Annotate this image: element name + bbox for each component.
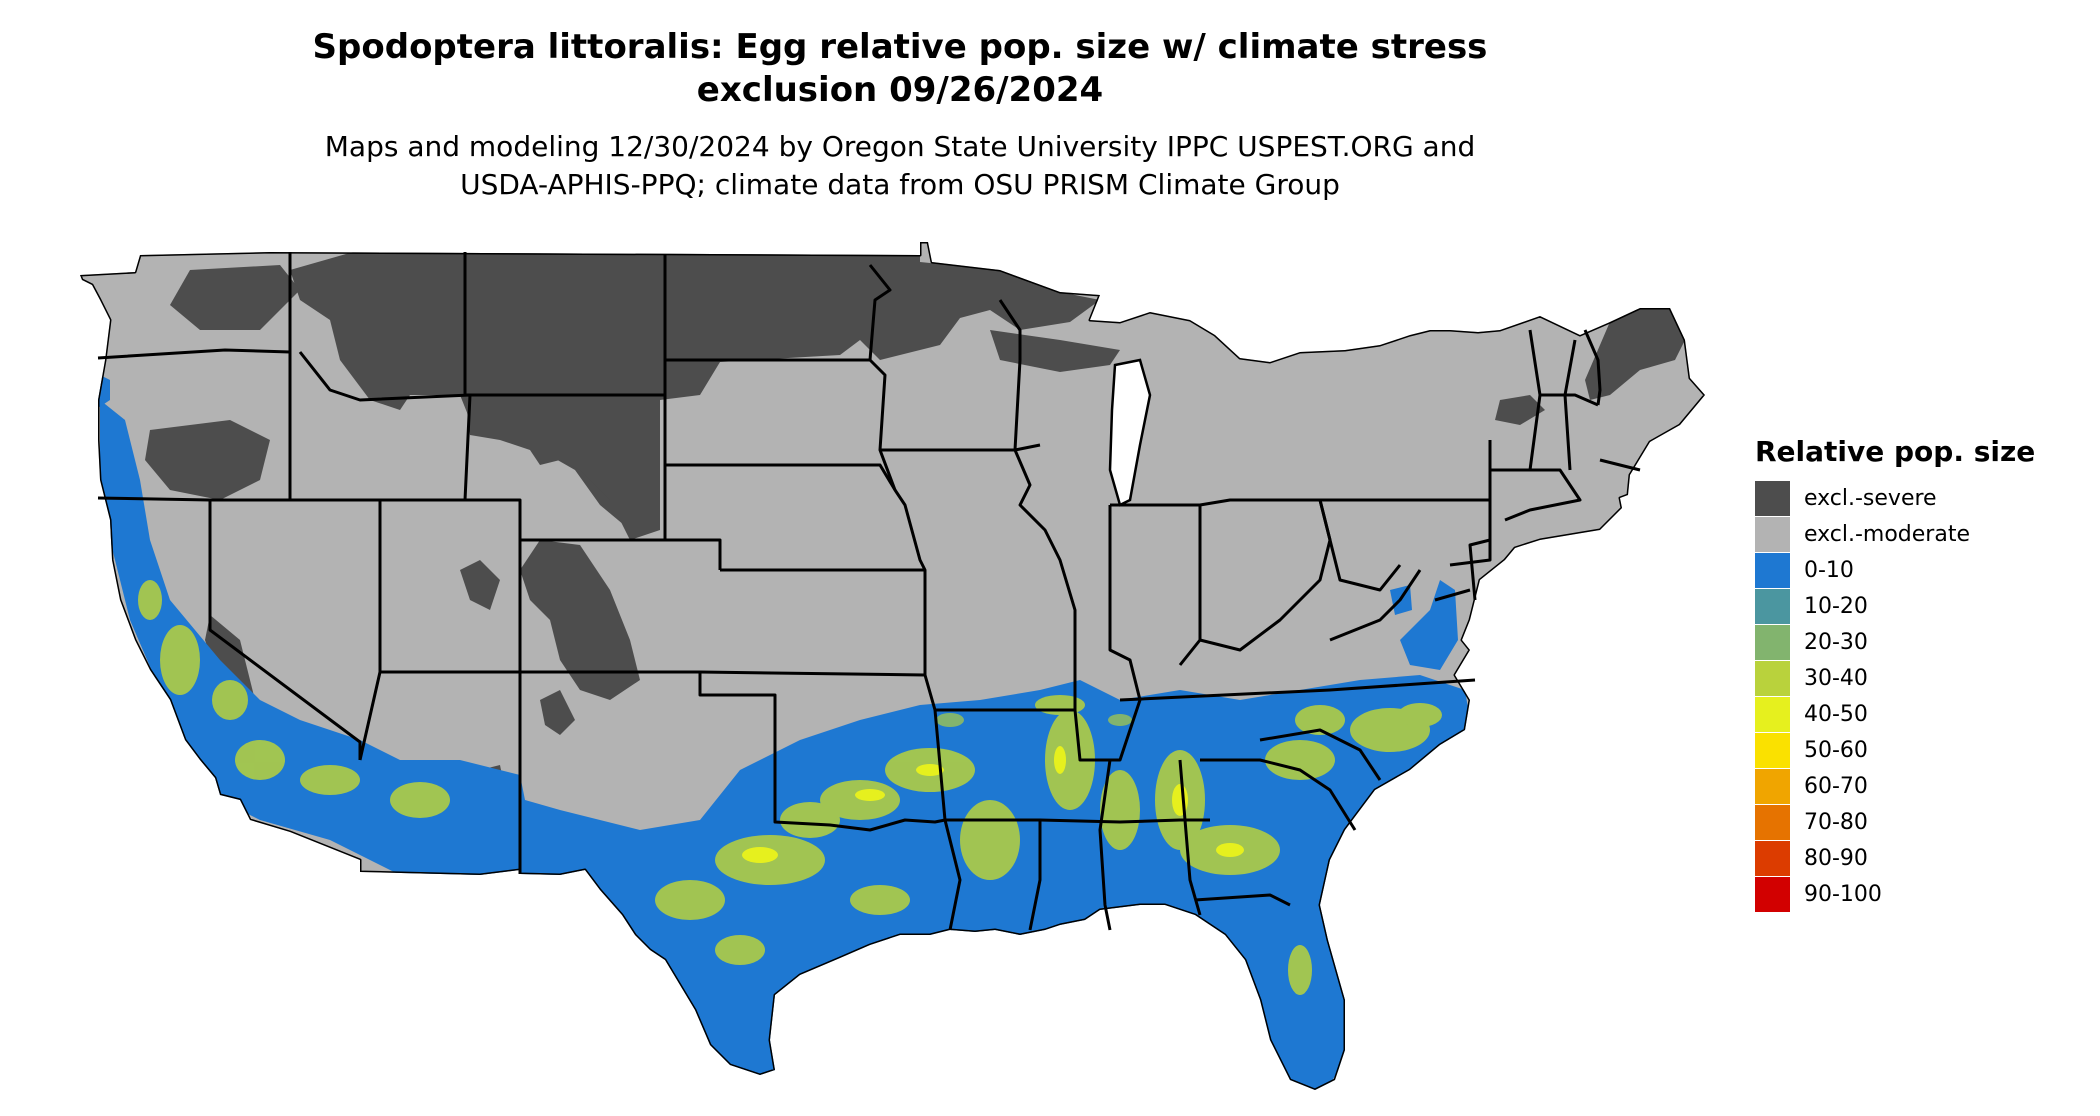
map-title-line-2: exclusion 09/26/2024 xyxy=(696,70,1104,110)
legend-item: 50-60 xyxy=(1755,732,2035,768)
legend-item: 90-100 xyxy=(1755,876,2035,912)
legend-items: excl.-severe excl.-moderate 0-10 10-20 20-30… xyxy=(1755,480,2035,912)
legend-swatch xyxy=(1755,768,1790,804)
map-title: Spodoptera littoralis: Egg relative pop.… xyxy=(0,26,1800,112)
legend-swatch xyxy=(1755,588,1790,624)
legend-label: 10-20 xyxy=(1804,593,1868,619)
us-map xyxy=(80,242,1705,1090)
legend-label: 20-30 xyxy=(1804,629,1868,655)
legend-label: 80-90 xyxy=(1804,845,1868,871)
legend-item: 40-50 xyxy=(1755,696,2035,732)
legend-label: 90-100 xyxy=(1804,881,1882,907)
legend-item: 80-90 xyxy=(1755,840,2035,876)
legend-item: excl.-severe xyxy=(1755,480,2035,516)
region-severe-exclusion xyxy=(145,250,1685,795)
legend-label: 50-60 xyxy=(1804,737,1868,763)
map-title-line-1: Spodoptera littoralis: Egg relative pop.… xyxy=(312,27,1488,67)
legend-label: 30-40 xyxy=(1804,665,1868,691)
legend-label: excl.-moderate xyxy=(1804,521,1970,547)
legend-swatch xyxy=(1755,516,1790,552)
legend-label: excl.-severe xyxy=(1804,485,1937,511)
legend-swatch xyxy=(1755,696,1790,732)
lake-michigan xyxy=(1108,358,1152,507)
legend-item: 0-10 xyxy=(1755,552,2035,588)
legend: Relative pop. size excl.-severe excl.-mod… xyxy=(1755,435,2035,912)
legend-swatch xyxy=(1755,804,1790,840)
legend-swatch xyxy=(1755,624,1790,660)
great-lakes xyxy=(1108,358,1152,507)
legend-item: 60-70 xyxy=(1755,768,2035,804)
map-subtitle: Maps and modeling 12/30/2024 by Oregon S… xyxy=(0,128,1800,204)
legend-item: 20-30 xyxy=(1755,624,2035,660)
map-subtitle-line-1: Maps and modeling 12/30/2024 by Oregon S… xyxy=(324,130,1476,163)
legend-swatch xyxy=(1755,552,1790,588)
legend-swatch xyxy=(1755,732,1790,768)
map-subtitle-line-2: USDA-APHIS-PPQ; climate data from OSU PR… xyxy=(460,168,1340,201)
legend-item: 70-80 xyxy=(1755,804,2035,840)
state-boundaries xyxy=(80,242,1705,1090)
legend-label: 0-10 xyxy=(1804,557,1854,583)
legend-label: 40-50 xyxy=(1804,701,1868,727)
legend-swatch xyxy=(1755,876,1790,912)
legend-label: 70-80 xyxy=(1804,809,1868,835)
legend-swatch xyxy=(1755,480,1790,516)
legend-title: Relative pop. size xyxy=(1755,435,2036,468)
legend-item: 30-40 xyxy=(1755,660,2035,696)
legend-swatch xyxy=(1755,660,1790,696)
legend-item: excl.-moderate xyxy=(1755,516,2035,552)
legend-item: 10-20 xyxy=(1755,588,2035,624)
legend-swatch xyxy=(1755,840,1790,876)
legend-label: 60-70 xyxy=(1804,773,1868,799)
